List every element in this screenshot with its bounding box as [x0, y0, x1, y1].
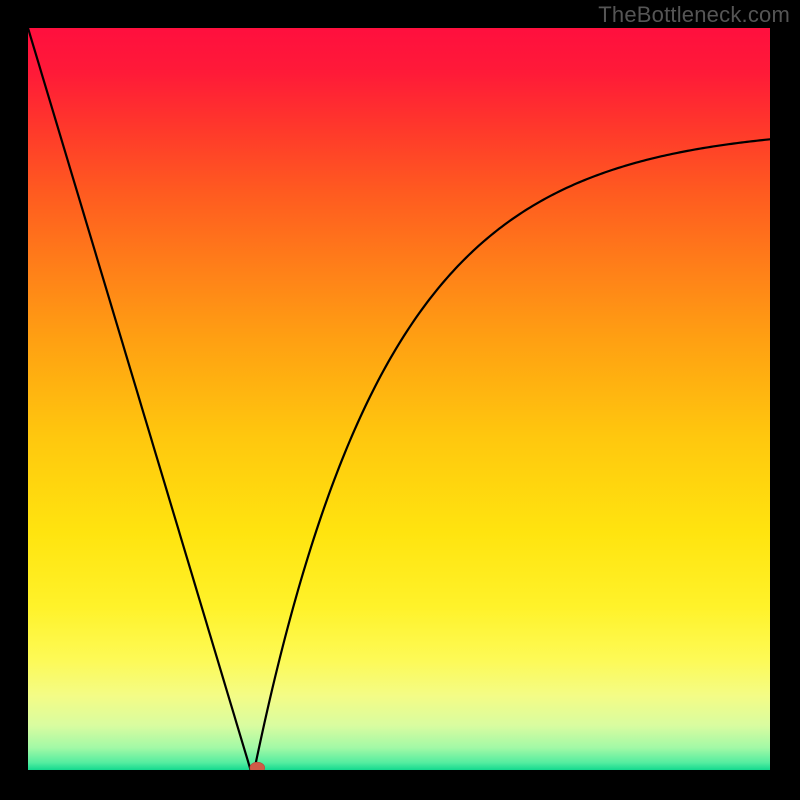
plot-area [28, 28, 770, 770]
watermark-text: TheBottleneck.com [598, 2, 790, 28]
chart-container: TheBottleneck.com [0, 0, 800, 800]
